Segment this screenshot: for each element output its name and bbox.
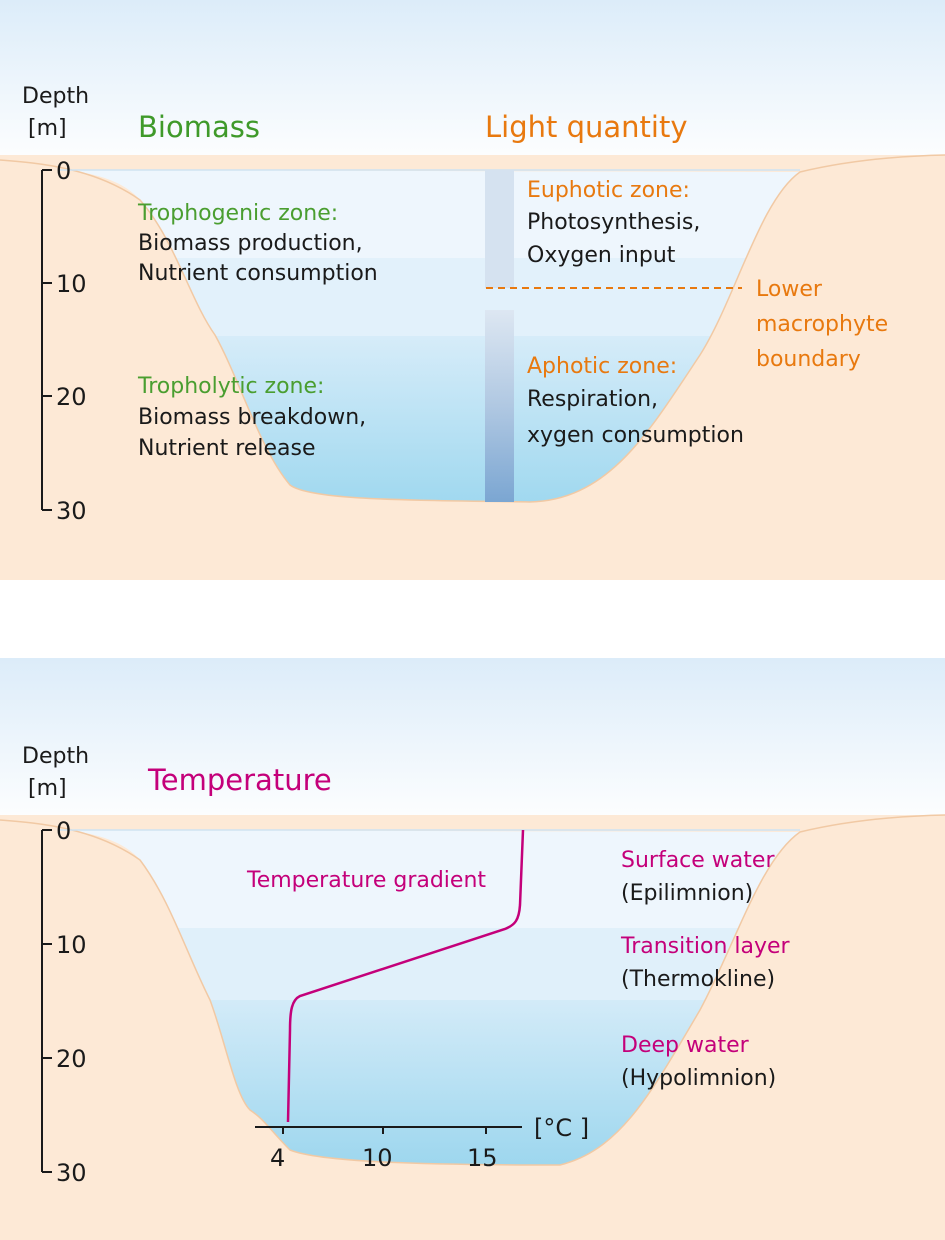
panel-temperature: Depth [m] 0 10 20 30 Temperature Tempera… bbox=[0, 658, 945, 1240]
epilimnion-layer bbox=[60, 830, 800, 928]
trophogenic-zone-title: Trophogenic zone: bbox=[137, 201, 338, 226]
trophogenic-line2: Nutrient consumption bbox=[138, 261, 378, 286]
tropholytic-line1: Biomass breakdown, bbox=[138, 405, 366, 430]
light-quantity-heading: Light quantity bbox=[485, 110, 688, 144]
surface-water-sub: (Epilimnion) bbox=[621, 881, 753, 906]
euphotic-line2: Oxygen input bbox=[527, 243, 676, 268]
temp-axis-unit: [°C ] bbox=[534, 1114, 589, 1142]
sky-band bbox=[0, 0, 945, 170]
shoreline bbox=[0, 154, 945, 503]
depth2-tick-label-0: 0 bbox=[56, 817, 71, 845]
depth2-tick-label-30: 30 bbox=[56, 1159, 87, 1187]
temperature-gradient-curve bbox=[286, 829, 525, 1123]
depth2-tick-label-20: 20 bbox=[56, 1045, 87, 1073]
aphotic-line2: xygen consumption bbox=[527, 423, 744, 448]
depth-axis-2: Depth [m] 0 10 20 30 bbox=[22, 744, 89, 1187]
depth-axis2-title-line2: [m] bbox=[28, 776, 67, 801]
shoreline-2 bbox=[0, 814, 945, 1166]
deep-water-title: Deep water bbox=[621, 1033, 750, 1058]
transition-layer-title: Transition layer bbox=[620, 934, 791, 959]
deep-water-sub: (Hypolimnion) bbox=[621, 1066, 776, 1091]
boundary-line3: boundary bbox=[756, 347, 861, 372]
temperature-heading: Temperature bbox=[147, 763, 332, 797]
depth-axis-title-line2: [m] bbox=[28, 116, 67, 141]
transition-layer-sub: (Thermokline) bbox=[621, 967, 775, 992]
temp-tick-label-10: 10 bbox=[362, 1144, 393, 1172]
depth-axis-1: Depth [m] 0 10 20 30 bbox=[22, 84, 89, 525]
temp-tick-label-15: 15 bbox=[467, 1144, 498, 1172]
temp-tick-label-4: 4 bbox=[270, 1144, 285, 1172]
light-column-upper bbox=[485, 170, 514, 288]
depth-axis2-title-line1: Depth bbox=[22, 744, 89, 769]
depth-tick-label-10: 10 bbox=[56, 270, 87, 298]
depth-tick-label-20: 20 bbox=[56, 383, 87, 411]
panel-biomass-light: Depth [m] 0 10 20 30 Biomass Light quant… bbox=[0, 0, 945, 580]
depth2-tick-label-10: 10 bbox=[56, 931, 87, 959]
biomass-heading: Biomass bbox=[138, 110, 260, 144]
depth-axis-title-line1: Depth bbox=[22, 84, 89, 109]
aphotic-zone-title: Aphotic zone: bbox=[527, 354, 677, 379]
sky-band-2 bbox=[0, 658, 945, 830]
aphotic-line1: Respiration, bbox=[527, 387, 658, 412]
depth-tick-label-0: 0 bbox=[56, 157, 71, 185]
euphotic-zone-title: Euphotic zone: bbox=[527, 178, 690, 203]
temperature-axis: 4 10 15 [°C ] bbox=[255, 1114, 589, 1172]
trophogenic-line1: Biomass production, bbox=[138, 231, 363, 256]
water-top-layer bbox=[60, 170, 800, 258]
tropholytic-line2: Nutrient release bbox=[138, 436, 316, 461]
temperature-gradient-label: Temperature gradient bbox=[246, 868, 486, 893]
euphotic-line1: Photosynthesis, bbox=[527, 210, 700, 235]
light-column-lower bbox=[485, 310, 514, 502]
tropholytic-zone-title: Tropholytic zone: bbox=[137, 374, 324, 399]
boundary-line2: macrophyte bbox=[756, 312, 888, 337]
surface-water-title: Surface water bbox=[621, 848, 775, 873]
depth-tick-label-30: 30 bbox=[56, 497, 87, 525]
boundary-line1: Lower bbox=[756, 277, 823, 302]
